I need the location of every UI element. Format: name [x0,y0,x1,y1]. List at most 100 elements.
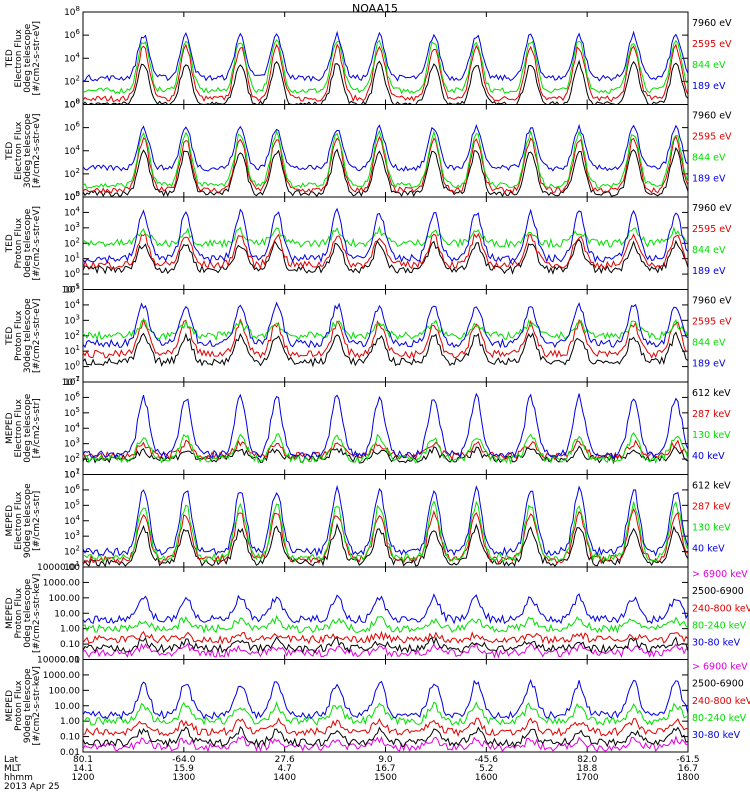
y-tick-label: 0.01 [60,656,80,666]
y-tick-label: 1.00 [60,625,80,635]
x-tick-label: 9.0 [378,755,393,765]
y-axis-label: [#/cm2-s-str] [32,398,42,458]
y-tick-label: 106 [64,390,80,403]
y-tick-label: 104 [64,514,80,527]
y-tick-label: 101 [64,344,80,357]
series-line [82,439,689,461]
legend-entry: 2595 eV [692,132,732,143]
x-axis-row-label: Lat [4,755,19,765]
legend-entry: 2595 eV [692,317,732,328]
y-tick-label: 102 [64,74,80,87]
series-line [82,30,689,83]
series-line [82,146,689,198]
x-tick-label: 1400 [273,773,296,783]
series-line [82,678,689,721]
series-line [82,630,689,645]
legend-entry: 30-80 keV [692,638,741,649]
y-tick-label: 10000.00 [37,656,80,666]
y-tick-label: 103 [64,437,80,450]
y-axis-label: 90deg telescope [23,668,33,743]
y-tick-label: 10-1 [62,375,80,388]
series-line [82,484,689,558]
legend-entry: 844 eV [692,153,726,164]
y-axis-label: [#/cm2-s-str-eV] [32,298,42,373]
y-axis-label: TED [5,234,15,253]
y-axis-label: Electron Flux [14,491,24,550]
series-line [82,317,689,360]
x-tick-label: -64.0 [172,755,196,765]
legend-entry: 240-800 keV [692,696,750,707]
legend-entry: 612 keV [692,388,731,399]
y-axis-label: MEPED [5,505,15,537]
x-tick-label: 14.1 [73,764,93,774]
y-tick-label: 100 [64,98,80,111]
series-line [82,232,689,270]
legend-entry: 2500-6900 [692,679,744,690]
legend-entry: > 6900 keV [692,569,748,580]
legend-entry: > 6900 keV [692,662,748,673]
x-tick-label: -45.6 [475,755,499,765]
series-line [82,500,689,563]
series-line [82,593,689,625]
legend-entry: 40 keV [692,544,725,555]
y-tick-label: 0.10 [60,733,80,743]
legend-entry: 7960 eV [692,18,732,29]
y-tick-label: 1.00 [60,717,80,727]
date-label: 2013 Apr 25 [4,782,60,792]
y-tick-label: 100 [64,267,80,280]
series-line [82,636,689,654]
y-axis-label: [#/cm2-s-str] [32,491,42,551]
legend-entry: 2595 eV [692,224,732,235]
y-tick-label: 0.01 [60,748,80,758]
y-tick-label: 106 [64,483,80,496]
legend-entry: 844 eV [692,60,726,71]
legend-entry: 2595 eV [692,39,732,50]
legend-entry: 7960 eV [692,203,732,214]
y-tick-label: 100 [64,190,80,203]
x-tick-label: 18.8 [577,764,597,774]
y-axis-label: 30deg telescope [23,113,33,188]
panel-frame [82,104,689,198]
y-axis-label: Proton Flux [14,217,24,268]
y-axis-label: TED [5,327,15,346]
y-tick-label: 108 [64,98,80,111]
y-axis-label: Proton Flux [14,680,24,731]
y-tick-label: 106 [64,28,80,41]
legend-entry: 189 eV [692,266,726,277]
y-tick-label: 107 [64,375,80,388]
y-tick-label: 102 [64,236,80,249]
y-axis-label: MEPED [5,412,15,444]
legend-entry: 612 keV [692,481,731,492]
panel-frame [82,659,689,753]
y-tick-label: 103 [64,313,80,326]
series-line [82,735,689,753]
legend-entry: 844 eV [692,245,726,256]
legend-entry: 80-240 keV [692,713,747,724]
x-tick-label: 15.9 [174,764,194,774]
y-tick-label: 105 [64,498,80,511]
x-axis-row-label: hhmm [4,773,33,783]
y-tick-label: 104 [64,51,80,64]
series-line [82,432,689,465]
y-tick-label: 104 [64,205,80,218]
legend-entry: 240-800 keV [692,603,750,614]
x-tick-label: 80.1 [73,755,93,765]
y-tick-label: 102 [64,329,80,342]
x-tick-label: -61.5 [676,755,699,765]
y-tick-label: 103 [64,529,80,542]
y-axis-label: 0deg telescope [23,578,33,648]
x-tick-label: 16.7 [678,764,698,774]
legend-entry: 189 eV [692,359,726,370]
series-line [82,123,689,172]
series-line [82,135,689,194]
y-axis-label: Proton Flux [14,587,24,638]
y-tick-label: 10.00 [54,609,80,619]
series-line [82,445,689,465]
series-line [82,392,689,460]
series-line [82,725,689,748]
series-line [82,642,689,659]
series-line [82,507,689,565]
y-axis-label: [#/cm2-s-str-eV] [32,206,42,281]
legend-entry: 30-80 keV [692,730,741,741]
y-tick-label: 10.00 [54,702,80,712]
